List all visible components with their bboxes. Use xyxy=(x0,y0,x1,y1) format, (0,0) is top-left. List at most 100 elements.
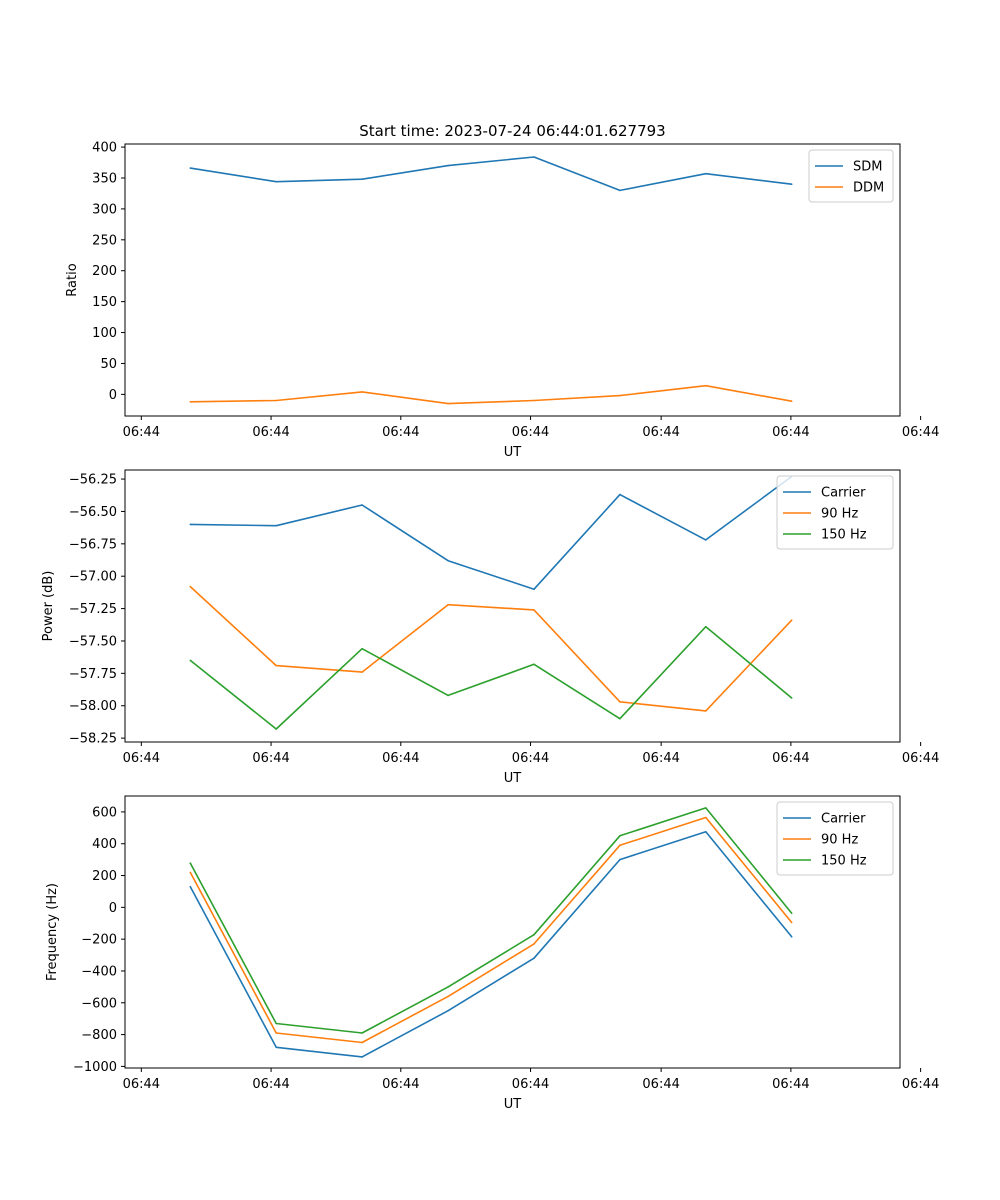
data-point xyxy=(705,384,707,387)
x-tick-label: 06:44 xyxy=(772,425,809,440)
legend-label: Carrier xyxy=(821,812,866,827)
data-point xyxy=(533,399,535,402)
data-point xyxy=(533,588,535,590)
y-tick-label: −57.50 xyxy=(69,634,117,649)
data-point xyxy=(275,180,278,183)
x-tick-label: 06:44 xyxy=(382,1077,419,1092)
legend-label: DDM xyxy=(853,181,884,196)
data-point xyxy=(619,493,621,496)
data-point xyxy=(189,167,192,169)
data-point xyxy=(533,957,535,959)
data-point xyxy=(447,164,449,167)
data-point xyxy=(533,943,535,945)
x-axis-label: UT xyxy=(504,445,522,460)
y-tick-label: −57.00 xyxy=(69,570,117,585)
data-point xyxy=(275,1046,278,1049)
data-point xyxy=(447,603,449,606)
data-point xyxy=(275,664,278,667)
y-tick-label: 200 xyxy=(92,869,117,884)
data-point xyxy=(533,156,535,158)
x-tick-label: 06:44 xyxy=(642,1077,679,1092)
y-tick-label: 200 xyxy=(92,264,117,279)
data-point xyxy=(705,172,707,175)
data-point xyxy=(361,391,363,393)
legend-label: SDM xyxy=(853,160,882,175)
y-tick-label: 250 xyxy=(92,233,117,248)
data-point xyxy=(361,1032,363,1034)
y-tick-label: −58.00 xyxy=(69,699,117,714)
x-tick-label: 06:44 xyxy=(512,751,549,766)
series-line-90-hz xyxy=(189,586,793,712)
x-tick-label: 06:44 xyxy=(642,751,679,766)
y-tick-label: 150 xyxy=(92,295,117,310)
data-point xyxy=(790,619,793,621)
y-tick-label: 0 xyxy=(109,388,117,403)
axes-frame xyxy=(124,143,901,417)
x-tick-label: 06:44 xyxy=(902,425,939,440)
x-tick-label: 06:44 xyxy=(252,425,289,440)
data-point xyxy=(361,178,363,180)
data-point xyxy=(705,807,707,809)
data-point xyxy=(189,585,192,588)
data-point xyxy=(790,912,793,914)
data-point xyxy=(705,710,707,712)
data-point xyxy=(790,936,793,938)
data-point xyxy=(275,399,278,402)
data-point xyxy=(189,401,192,403)
data-point xyxy=(619,835,621,837)
x-tick-label: 06:44 xyxy=(642,425,679,440)
data-point xyxy=(361,671,363,673)
data-point xyxy=(275,1032,278,1034)
y-tick-label: 0 xyxy=(109,901,117,916)
y-tick-label: −200 xyxy=(81,933,117,948)
data-point xyxy=(619,701,621,703)
legend-label: 90 Hz xyxy=(821,833,858,848)
series-line-150-hz xyxy=(189,807,793,1034)
data-point xyxy=(275,1022,278,1025)
data-point xyxy=(705,831,707,833)
legend-label: Carrier xyxy=(821,486,866,501)
series-line-carrier xyxy=(190,475,793,591)
data-point xyxy=(790,183,793,185)
y-tick-label: 100 xyxy=(92,326,117,341)
data-point xyxy=(189,885,192,888)
data-point xyxy=(361,1056,363,1058)
axes-frame xyxy=(124,469,901,743)
x-tick-label: 06:44 xyxy=(123,425,160,440)
x-tick-label: 06:44 xyxy=(252,751,289,766)
legend-box xyxy=(776,801,894,876)
x-tick-label: 06:44 xyxy=(512,425,549,440)
y-axis-label: Ratio xyxy=(65,263,80,296)
legend: Carrier 90 Hz 150 Hz xyxy=(776,475,894,550)
data-point xyxy=(361,647,363,650)
y-tick-label: 350 xyxy=(92,172,117,187)
series-line-carrier xyxy=(189,830,793,1058)
legend: SDM DDM xyxy=(808,149,894,203)
data-point xyxy=(189,523,192,526)
data-point xyxy=(189,862,192,864)
y-tick-label: −56.25 xyxy=(69,473,117,488)
y-tick-label: −400 xyxy=(81,964,117,979)
y-tick-label: −57.75 xyxy=(69,667,117,682)
x-tick-label: 06:44 xyxy=(902,1077,939,1092)
data-point xyxy=(447,402,449,405)
data-point xyxy=(447,559,449,562)
data-point xyxy=(189,871,192,874)
x-tick-label: 06:44 xyxy=(382,751,419,766)
figure-title: Start time: 2023-07-24 06:44:01.627793 xyxy=(359,122,665,140)
y-tick-label: 300 xyxy=(92,202,117,217)
axes-frame xyxy=(124,795,901,1069)
data-point xyxy=(361,1041,363,1044)
data-point xyxy=(275,728,278,730)
y-tick-label: 50 xyxy=(100,357,117,372)
frequency-panel: 06:4406:4406:4406:4406:4406:4406:4406:45… xyxy=(45,795,939,1112)
y-tick-label: −1000 xyxy=(73,1060,117,1075)
x-tick-label: 06:44 xyxy=(512,1077,549,1092)
data-point xyxy=(447,694,449,697)
data-point xyxy=(705,816,707,819)
x-tick-label: 06:44 xyxy=(772,1077,809,1092)
data-point xyxy=(275,524,278,527)
data-point xyxy=(705,625,707,628)
data-point xyxy=(533,663,535,666)
data-point xyxy=(533,609,535,611)
